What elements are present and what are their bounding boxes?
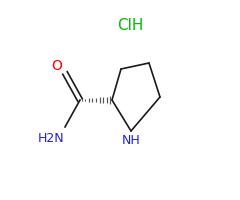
Text: O: O <box>52 59 62 73</box>
Text: H2N: H2N <box>38 132 64 144</box>
Text: ClH: ClH <box>117 19 143 33</box>
Text: NH: NH <box>122 134 140 148</box>
